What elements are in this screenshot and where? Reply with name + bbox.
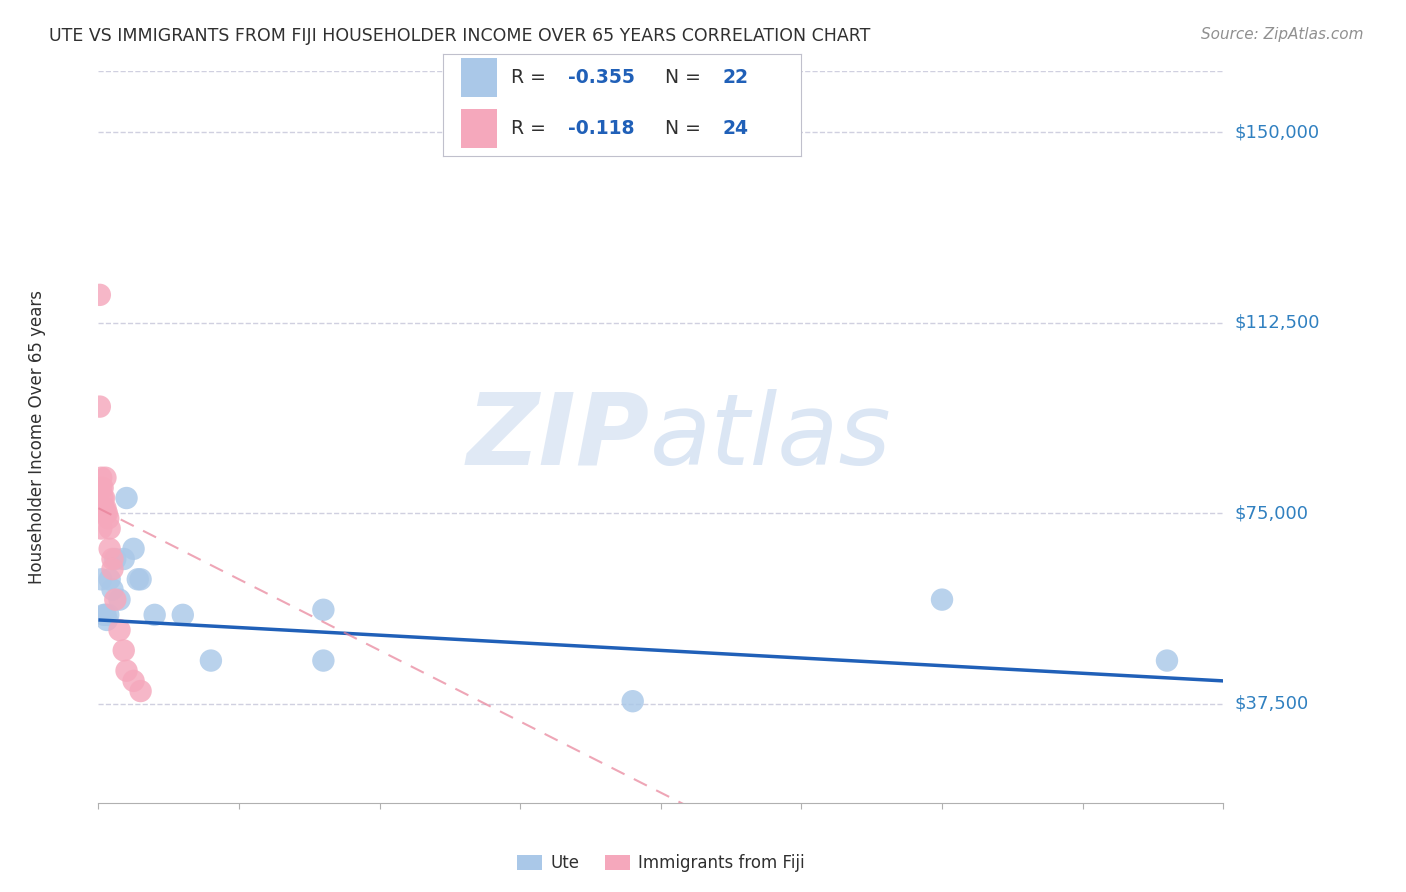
Text: 22: 22 bbox=[723, 68, 748, 87]
Point bbox=[621, 694, 644, 708]
Point bbox=[93, 491, 115, 505]
Text: $112,500: $112,500 bbox=[1234, 314, 1320, 332]
Point bbox=[101, 552, 124, 566]
Text: ZIP: ZIP bbox=[467, 389, 650, 485]
Point bbox=[143, 607, 166, 622]
Text: $150,000: $150,000 bbox=[1234, 123, 1320, 141]
Point bbox=[97, 607, 120, 622]
Point bbox=[101, 582, 124, 597]
Text: 24: 24 bbox=[723, 119, 748, 138]
Point bbox=[172, 607, 194, 622]
Point bbox=[91, 491, 114, 505]
Text: R =: R = bbox=[510, 119, 553, 138]
Point bbox=[104, 592, 127, 607]
Point bbox=[90, 521, 112, 535]
Point bbox=[98, 541, 121, 556]
Text: $75,000: $75,000 bbox=[1234, 504, 1309, 523]
Text: $37,500: $37,500 bbox=[1234, 695, 1309, 713]
Point bbox=[93, 607, 115, 622]
Point bbox=[96, 506, 118, 520]
Point bbox=[122, 541, 145, 556]
Point bbox=[97, 511, 120, 525]
Point bbox=[112, 552, 135, 566]
Point bbox=[104, 552, 127, 566]
Point bbox=[108, 592, 131, 607]
Point bbox=[90, 572, 112, 586]
Text: UTE VS IMMIGRANTS FROM FIJI HOUSEHOLDER INCOME OVER 65 YEARS CORRELATION CHART: UTE VS IMMIGRANTS FROM FIJI HOUSEHOLDER … bbox=[49, 27, 870, 45]
Point bbox=[112, 643, 135, 657]
Point bbox=[98, 521, 121, 535]
Point bbox=[90, 471, 112, 485]
Point bbox=[115, 491, 138, 505]
Point bbox=[89, 400, 111, 414]
Text: R =: R = bbox=[510, 68, 553, 87]
Point bbox=[312, 654, 335, 668]
Point bbox=[129, 684, 152, 698]
Point bbox=[90, 481, 112, 495]
Text: Source: ZipAtlas.com: Source: ZipAtlas.com bbox=[1201, 27, 1364, 42]
Point bbox=[98, 572, 121, 586]
FancyBboxPatch shape bbox=[461, 58, 496, 96]
Point bbox=[94, 501, 117, 516]
Point bbox=[94, 471, 117, 485]
Point bbox=[312, 603, 335, 617]
Text: atlas: atlas bbox=[650, 389, 891, 485]
Point bbox=[94, 607, 117, 622]
Text: Householder Income Over 65 years: Householder Income Over 65 years bbox=[28, 290, 45, 584]
Point bbox=[200, 654, 222, 668]
Point bbox=[108, 623, 131, 637]
Point bbox=[93, 501, 115, 516]
Text: -0.355: -0.355 bbox=[568, 68, 636, 87]
Point bbox=[101, 562, 124, 576]
Text: N =: N = bbox=[665, 119, 707, 138]
Point bbox=[89, 288, 111, 302]
Point bbox=[931, 592, 953, 607]
Point bbox=[1156, 654, 1178, 668]
Point bbox=[122, 673, 145, 688]
Point bbox=[129, 572, 152, 586]
Text: -0.118: -0.118 bbox=[568, 119, 636, 138]
Point bbox=[96, 613, 118, 627]
Legend: Ute, Immigrants from Fiji: Ute, Immigrants from Fiji bbox=[510, 847, 811, 879]
Point bbox=[127, 572, 149, 586]
Text: N =: N = bbox=[665, 68, 707, 87]
FancyBboxPatch shape bbox=[461, 109, 496, 148]
Point bbox=[94, 506, 117, 520]
Point bbox=[115, 664, 138, 678]
Point bbox=[91, 481, 114, 495]
